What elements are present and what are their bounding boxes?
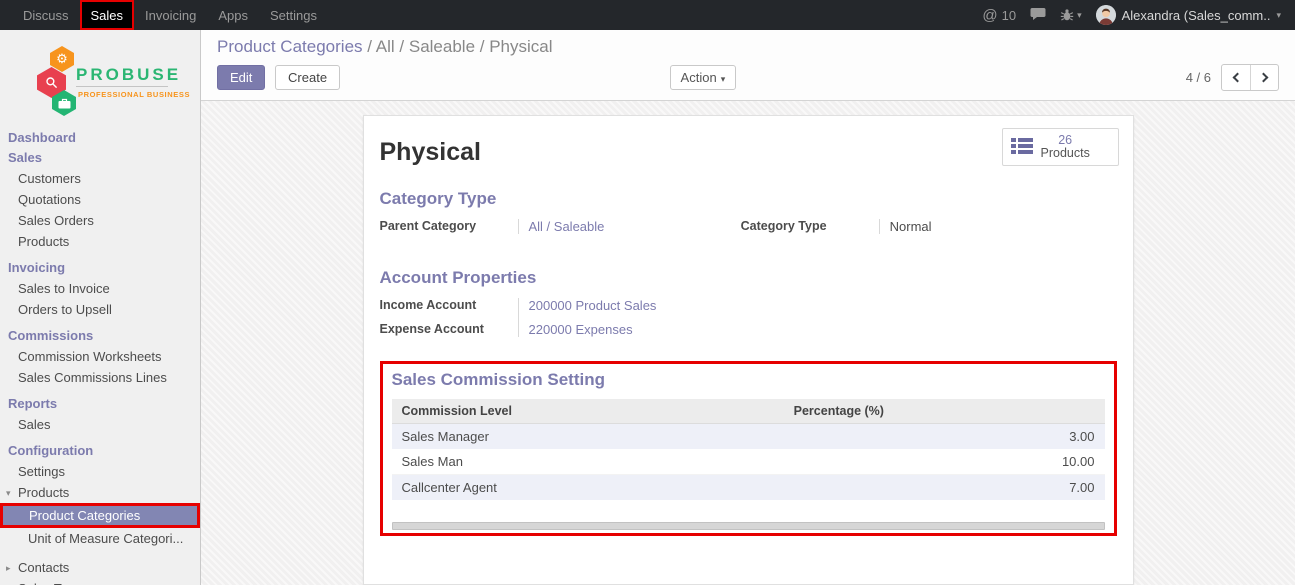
gear-hexagon-icon: ⚙: [50, 46, 74, 72]
sidebar-header-configuration[interactable]: Configuration: [8, 443, 94, 458]
sidebar-header-invoicing[interactable]: Invoicing: [8, 260, 66, 275]
sidebar-item-commission-worksheets[interactable]: Commission Worksheets: [18, 349, 162, 364]
pager-value: 4 / 6: [1185, 70, 1211, 85]
commission-highlight-box: Sales Commission Setting Commission Leve…: [379, 361, 1117, 536]
table-empty-space: [392, 500, 1105, 522]
commission-table: Commission Level Percentage (%) Sales Ma…: [391, 399, 1105, 500]
field-label-parent-category: Parent Category: [379, 219, 477, 233]
field-value-income-account[interactable]: 200000 Product Sales: [528, 298, 657, 313]
th-list-icon: [1010, 137, 1033, 158]
horizontal-scrollbar[interactable]: [391, 522, 1105, 530]
sidebar-item-sales-commissions-lines[interactable]: Sales Commissions Lines: [18, 370, 167, 385]
sidebar-item-contacts[interactable]: ▸ Contacts: [0, 557, 200, 578]
field-value-expense-account[interactable]: 220000 Expenses: [528, 322, 633, 337]
sidebar-item-orders-to-upsell[interactable]: Orders to Upsell: [18, 302, 112, 317]
stat-label: Products: [1040, 146, 1090, 160]
avatar: [1095, 5, 1116, 25]
field-label-category-type: Category Type: [740, 219, 827, 233]
sidebar: ⚙ PROBUSE PROFESSIONAL BUSINESS Dashboar…: [0, 30, 201, 585]
pager: 4 / 6: [1186, 64, 1279, 91]
user-name: Alexandra (Sales_comm..: [1121, 7, 1271, 23]
record-title: Physical: [379, 138, 481, 166]
table-row[interactable]: Sales Man 10.00: [391, 449, 1105, 475]
sidebar-item-sales-to-invoice[interactable]: Sales to Invoice: [18, 281, 110, 296]
sidebar-item-products[interactable]: Products: [18, 234, 70, 249]
probuse-logo: ⚙ PROBUSE PROFESSIONAL BUSINESS: [0, 38, 200, 120]
menu-sales-highlighted[interactable]: Sales: [79, 0, 135, 30]
column-header-percentage[interactable]: Percentage (%): [783, 399, 1105, 424]
sidebar-header-reports[interactable]: Reports: [8, 396, 58, 411]
user-caret-icon: ▾: [1276, 9, 1281, 20]
sidebar-item-sales-orders[interactable]: Sales Orders: [18, 213, 94, 228]
sidebar-item-uom-categories[interactable]: Unit of Measure Categori...: [28, 531, 184, 546]
table-row[interactable]: Callcenter Agent 7.00: [391, 474, 1105, 500]
top-navbar: Discuss Sales Invoicing Apps Settings @ …: [0, 0, 1295, 30]
products-stat-button[interactable]: 26 Products: [1001, 128, 1119, 166]
section-commission-title: Sales Commission Setting: [391, 370, 606, 389]
field-label-income-account: Income Account: [379, 298, 477, 312]
messages-icon[interactable]: [1030, 7, 1046, 24]
stat-count: 26: [1058, 133, 1073, 147]
field-label-expense-account: Expense Account: [379, 322, 484, 336]
sidebar-header-sales[interactable]: Sales: [8, 150, 42, 165]
sidebar-item-sales-teams[interactable]: Sales Teams: [0, 578, 200, 585]
sidebar-item-product-categories-highlighted[interactable]: Product Categories: [0, 503, 200, 528]
sidebar-header-commissions[interactable]: Commissions: [8, 328, 94, 343]
content-area: 26 Products Physical Category Type Paren…: [201, 101, 1295, 585]
sidebar-nav: Dashboard Sales Customers Quotations Sal…: [0, 120, 200, 585]
action-label: Action: [680, 70, 717, 85]
menu-settings[interactable]: Settings: [270, 7, 317, 23]
breadcrumb-current: All / Saleable / Physical: [375, 37, 553, 56]
sidebar-item-products-folder[interactable]: ▾ Products: [0, 482, 200, 503]
edit-button[interactable]: Edit: [217, 65, 266, 90]
sidebar-item-customers[interactable]: Customers: [18, 171, 81, 186]
chevron-left-icon: [1232, 72, 1243, 83]
pager-next-button[interactable]: [1250, 65, 1278, 90]
mention-count: 10: [1001, 7, 1017, 23]
menu-discuss[interactable]: Discuss: [23, 7, 69, 23]
breadcrumb-separator: /: [367, 37, 372, 56]
action-caret-icon: ▾: [720, 74, 726, 84]
top-menu: Discuss Sales Invoicing Apps Settings: [0, 0, 328, 30]
sidebar-item-quotations[interactable]: Quotations: [18, 192, 81, 207]
debug-bug-icon[interactable]: ▾: [1060, 8, 1082, 22]
form-buttons: Edit Create: [217, 65, 341, 90]
section-account-properties-title: Account Properties: [379, 268, 537, 287]
sidebar-header-dashboard[interactable]: Dashboard: [8, 130, 76, 145]
column-header-commission-level[interactable]: Commission Level: [391, 399, 784, 424]
field-value-parent-category[interactable]: All / Saleable: [528, 219, 605, 234]
caret-down-icon: ▾: [6, 488, 11, 498]
sidebar-item-label: Contacts: [18, 560, 70, 575]
debug-caret-icon: ▾: [1077, 9, 1082, 20]
table-row[interactable]: Sales Manager 3.00: [391, 423, 1105, 449]
menu-apps[interactable]: Apps: [218, 7, 248, 23]
user-menu[interactable]: Alexandra (Sales_comm.. ▾: [1095, 5, 1281, 25]
mentions-button[interactable]: @ 10: [982, 7, 1016, 24]
field-value-category-type: Normal: [889, 219, 932, 234]
logo-divider: [76, 86, 168, 87]
sidebar-item-reports-sales[interactable]: Sales: [18, 417, 51, 432]
breadcrumb: Product Categories / All / Saleable / Ph…: [217, 37, 1279, 57]
form-sheet: 26 Products Physical Category Type Paren…: [362, 115, 1134, 585]
chevron-right-icon: [1258, 72, 1268, 83]
pager-previous-button[interactable]: [1222, 65, 1250, 90]
caret-right-icon: ▸: [6, 563, 11, 573]
logo-title: PROBUSE: [76, 65, 182, 84]
logo-subtitle: PROFESSIONAL BUSINESS: [78, 90, 191, 99]
sidebar-item-settings[interactable]: Settings: [18, 464, 65, 479]
menu-invoicing[interactable]: Invoicing: [145, 7, 197, 23]
action-dropdown-button[interactable]: Action ▾: [669, 65, 737, 90]
control-panel: Product Categories / All / Saleable / Ph…: [201, 30, 1295, 101]
create-button[interactable]: Create: [275, 65, 341, 90]
sidebar-item-label: Products: [18, 485, 70, 500]
breadcrumb-parent-link[interactable]: Product Categories: [217, 37, 363, 56]
section-category-type-title: Category Type: [379, 189, 497, 208]
mention-icon: @: [982, 6, 998, 24]
